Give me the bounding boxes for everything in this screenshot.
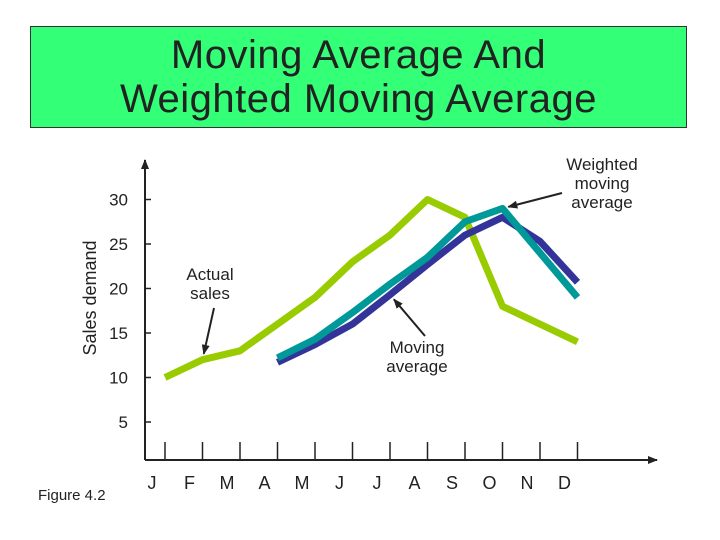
annotation-label: Weighted moving average [566,155,638,212]
y-tick-label: 20 [109,280,128,299]
annotation-arrow [507,192,563,209]
x-tick-label: N [521,473,534,493]
y-tick-label: 30 [109,191,128,210]
x-tick-label: D [558,473,571,493]
figure-label: Figure 4.2 [38,487,106,504]
x-tick-label: M [220,473,235,493]
x-tick-label: S [446,473,458,493]
x-tick-label: J [335,473,344,493]
x-tick-label: J [148,473,157,493]
annotation-layer: Actual sales Moving average Weighted moving av… [186,155,637,376]
y-tick-label: 10 [109,369,128,388]
annotation-arrow [393,298,426,337]
series-layer [163,196,581,381]
y-tick-label: 5 [119,413,128,432]
x-tick-label: F [184,473,195,493]
y-axis-label: Sales demand [80,240,100,355]
annotation-label: Moving average [386,338,447,376]
x-tick-label: O [482,473,496,493]
series-line-weighted-moving-average [275,204,581,362]
axes: 5 10 15 20 25 30 J F M A M J J A S O N D [109,159,658,493]
x-tick-label: A [258,473,270,493]
annotation-arrow [201,307,215,355]
x-tick-label: A [408,473,420,493]
x-tick-label: J [373,473,382,493]
y-tick-label: 25 [109,235,128,254]
title-line-2: Weighted Moving Average [120,77,597,121]
series-line-actual [163,196,580,381]
x-tick-label: M [295,473,310,493]
title-line-1: Moving Average And [170,33,547,77]
title-banner: Moving Average And Weighted Moving Avera… [30,26,687,128]
annotation-label: Actual sales [186,265,233,303]
y-tick-label: 15 [109,324,128,343]
